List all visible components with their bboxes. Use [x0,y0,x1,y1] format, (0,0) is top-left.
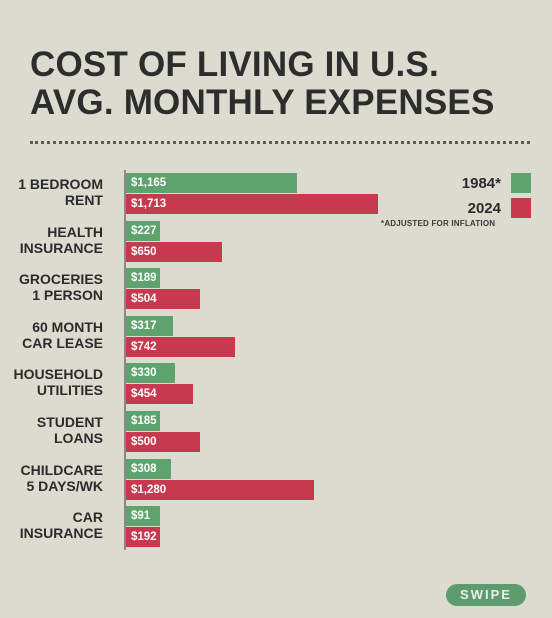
category-label: CHILDCARE 5 DAYS/WK [20,461,103,494]
bar-2024: $504 [126,289,200,310]
legend-label: 2024 [467,199,501,217]
bar-1984: $227 [126,220,160,241]
data-label: $189 [131,272,157,285]
data-label: $1,713 [131,198,167,210]
legend-swatch [511,173,531,193]
data-label: $308 [131,462,157,475]
title-line-1: COST OF LIVING IN U.S. [30,45,439,84]
bar-1984: $189 [126,268,160,289]
chart-title: COST OF LIVING IN U.S. AVG. MONTHLY EXPE… [30,46,495,122]
title-line-2: AVG. MONTHLY EXPENSES [30,83,495,122]
data-label: $91 [131,510,151,523]
bar-1984: $317 [126,315,173,336]
bar-2024: $742 [126,336,235,357]
bar-1984: $1,165 [126,173,297,193]
category-axis-line [124,170,126,550]
data-label: $317 [131,319,157,332]
data-label: $650 [131,245,157,258]
category-label: 1 BEDROOM RENT [18,176,103,208]
bar-1984: $330 [126,363,175,384]
bar-2024: $500 [126,432,200,452]
legend-label: 1984* [461,174,501,192]
bar-1984: $91 [126,506,160,527]
data-label: $454 [131,388,157,401]
bar-2024: $1,713 [126,194,378,214]
category-label: CAR INSURANCE [19,509,103,542]
bar-2024: $192 [126,527,160,548]
category-label: GROCERIES 1 PERSON [18,271,103,304]
category-label: STUDENT LOANS [36,414,103,446]
swipe-button[interactable]: SWIPE [446,584,526,606]
data-label: $330 [131,367,157,380]
data-label: $504 [131,293,157,306]
legend-item: 2024 [468,198,531,218]
data-label: $742 [131,340,157,353]
category-label: HOUSEHOLD UTILITIES [13,366,103,399]
bar-2024: $650 [126,241,222,262]
legend-item: 1984* [462,173,531,193]
bar-2024: $1,280 [126,479,314,500]
category-label: HEALTH INSURANCE [19,223,103,256]
bar-1984: $308 [126,458,171,479]
data-label: $227 [131,224,157,237]
data-label: $192 [131,531,157,544]
bar-1984: $185 [126,411,160,431]
data-label: $1,280 [131,483,167,496]
legend-note: *ADJUSTED FOR INFLATION [381,219,496,228]
data-label: $500 [131,436,157,448]
data-label: $1,165 [131,177,167,189]
bar-2024: $454 [126,384,193,405]
legend-swatch [511,198,531,218]
category-label: 60 MONTH CAR LEASE [22,318,103,351]
data-label: $185 [131,415,157,427]
dotted-divider [30,141,530,144]
